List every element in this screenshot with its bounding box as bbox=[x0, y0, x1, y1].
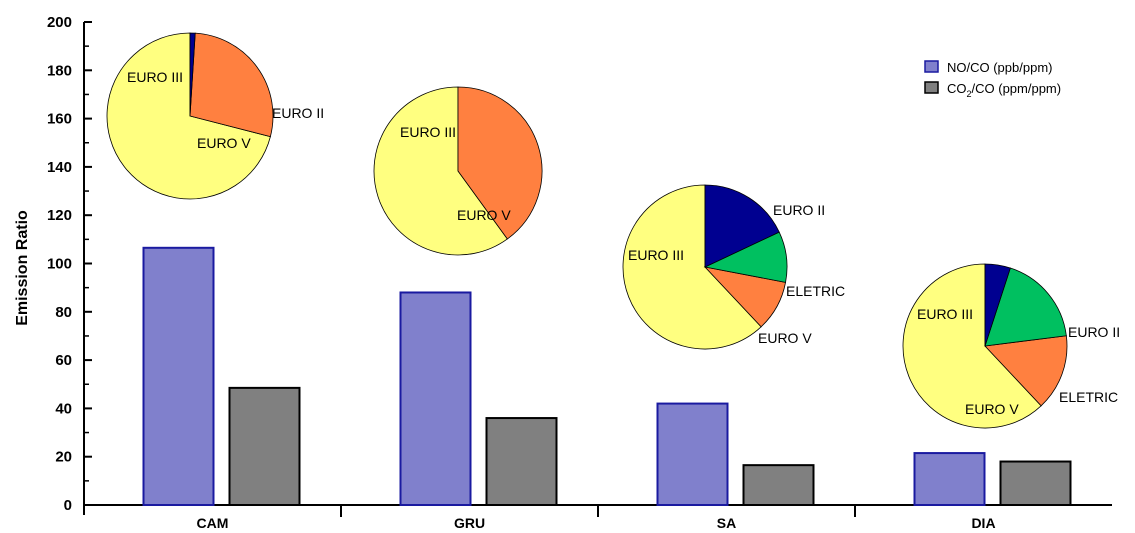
bar-co2-co-gru bbox=[485, 417, 558, 506]
pie-sa: EURO III EURO V ELETRIC EURO II bbox=[622, 184, 845, 350]
pie-slice-eletric bbox=[984, 267, 1067, 347]
y-tick-label: 120 bbox=[47, 207, 72, 224]
pie-slice-euro-ii bbox=[984, 263, 1011, 347]
pie-slice-euro-iii bbox=[373, 86, 508, 256]
pie-label-eletric: ELETRIC bbox=[1059, 389, 1118, 405]
pie-label-euro-v: EURO V bbox=[758, 330, 812, 346]
legend-label-co2-rest: /CO (ppm/ppm) bbox=[972, 81, 1062, 96]
y-tick-label: 60 bbox=[55, 352, 72, 369]
pie-label-euro-ii: EURO II bbox=[272, 105, 324, 121]
x-tick-label: GRU bbox=[454, 515, 485, 531]
y-axis-title: Emission Ratio bbox=[14, 210, 31, 326]
pie-label-euro-ii: EURO II bbox=[1068, 324, 1120, 340]
legend-label-co2-sub: 2 bbox=[967, 89, 972, 99]
y-tick-label: 80 bbox=[55, 304, 72, 321]
legend-label-co2-co: CO2/CO (ppm/ppm) bbox=[947, 81, 1061, 99]
pie-label-euro-v: EURO V bbox=[197, 135, 251, 151]
x-tick-label: CAM bbox=[197, 515, 229, 531]
pie-gru: EURO III EURO V bbox=[373, 86, 543, 256]
pie-label-euro-iii: EURO III bbox=[628, 247, 684, 263]
pie-label-euro-v: EURO V bbox=[457, 207, 511, 223]
legend-swatch-co2-co bbox=[924, 81, 939, 94]
pie-slice-euro-v bbox=[984, 335, 1068, 407]
bar-no-co-sa bbox=[656, 402, 729, 507]
y-tick-label: 0 bbox=[64, 497, 72, 514]
pie-label-eletric: ELETRIC bbox=[786, 283, 845, 299]
y-tick-label: 100 bbox=[47, 256, 72, 273]
bar-co2-co-dia bbox=[999, 460, 1072, 506]
bar-no-co-gru bbox=[399, 291, 472, 507]
x-tick-label: DIA bbox=[971, 515, 995, 531]
pie-label-euro-v: EURO V bbox=[965, 401, 1019, 417]
bar-no-co-dia bbox=[913, 452, 986, 507]
pie-label-euro-ii: EURO II bbox=[773, 202, 825, 218]
legend-swatch-no-co bbox=[924, 60, 939, 73]
bars bbox=[142, 246, 1072, 507]
legend: NO/CO (ppb/ppm) CO2/CO (ppm/ppm) bbox=[924, 60, 1061, 99]
x-tick-label: SA bbox=[717, 515, 736, 531]
pie-slice-euro-iii bbox=[902, 263, 1042, 429]
bar-co2-co-sa bbox=[742, 464, 815, 506]
pie-slice-euro-iii bbox=[622, 184, 762, 350]
pie-slice-euro-iii bbox=[106, 32, 271, 200]
pie-cam: EURO III EURO V EURO II bbox=[106, 32, 324, 200]
pie-label-euro-iii: EURO III bbox=[400, 124, 456, 140]
pie-label-euro-iii: EURO III bbox=[917, 306, 973, 322]
pie-slice-euro-v bbox=[457, 86, 543, 240]
y-tick-label: 160 bbox=[47, 111, 72, 128]
bar-no-co-cam bbox=[142, 246, 215, 507]
y-tick-label: 140 bbox=[47, 159, 72, 176]
y-tick-label: 200 bbox=[47, 14, 72, 31]
bar-co2-co-cam bbox=[228, 386, 301, 506]
y-tick-label: 20 bbox=[55, 449, 72, 466]
pie-slice-euro-v bbox=[189, 32, 274, 138]
y-tick-label: 40 bbox=[55, 400, 72, 417]
y-tick-label: 180 bbox=[47, 62, 72, 79]
pie-dia: EURO III EURO V ELETRIC EURO II bbox=[902, 263, 1120, 429]
pie-slice-euro-ii bbox=[189, 32, 196, 117]
pie-label-euro-iii: EURO III bbox=[127, 69, 183, 85]
pie-slice-euro-ii bbox=[704, 184, 780, 268]
legend-label-no-co: NO/CO (ppb/ppm) bbox=[947, 60, 1052, 75]
legend-label-co2-main: CO bbox=[947, 81, 967, 96]
